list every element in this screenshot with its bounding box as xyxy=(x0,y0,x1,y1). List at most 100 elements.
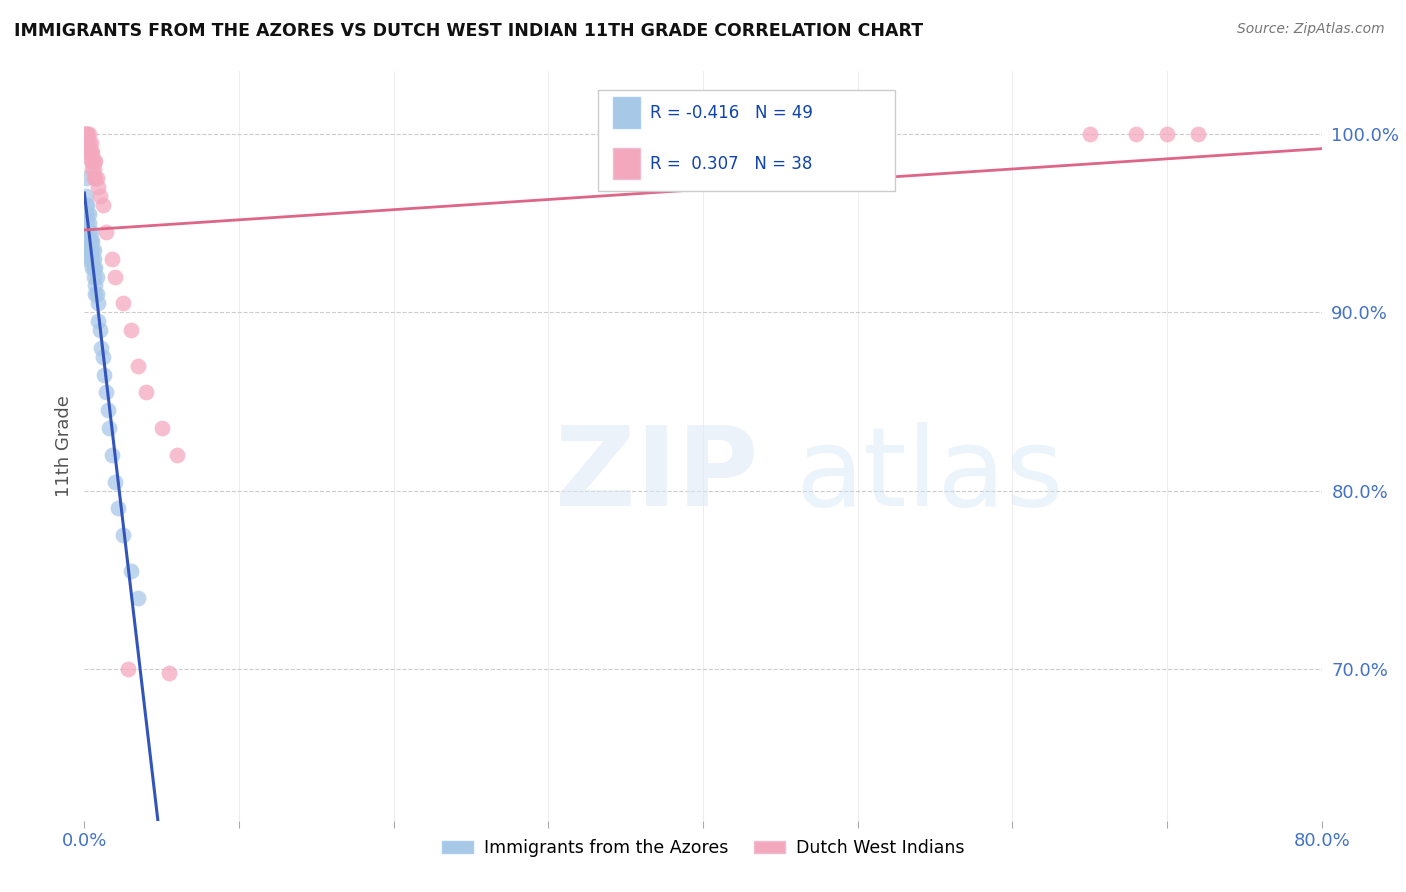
Point xyxy=(82,252,104,266)
Point xyxy=(112,528,135,542)
Point xyxy=(89,323,111,337)
Point xyxy=(1187,127,1209,141)
Point xyxy=(127,359,149,373)
Point xyxy=(86,287,108,301)
Point xyxy=(1125,127,1147,141)
Point xyxy=(77,243,100,257)
Point xyxy=(75,198,97,212)
Point xyxy=(107,501,129,516)
Point xyxy=(77,136,100,150)
Legend: Immigrants from the Azores, Dutch West Indians: Immigrants from the Azores, Dutch West I… xyxy=(434,832,972,864)
Point xyxy=(79,145,101,159)
Point xyxy=(75,127,97,141)
Point xyxy=(101,448,124,462)
Point xyxy=(75,171,97,186)
Point xyxy=(135,385,157,400)
Point xyxy=(76,207,98,221)
Point xyxy=(79,153,101,168)
Point xyxy=(76,136,98,150)
Point xyxy=(84,260,107,275)
Point xyxy=(79,234,101,248)
Bar xyxy=(613,97,640,128)
Y-axis label: 11th Grade: 11th Grade xyxy=(55,395,73,497)
Point xyxy=(1156,127,1178,141)
Point xyxy=(86,269,108,284)
Text: R =  0.307   N = 38: R = 0.307 N = 38 xyxy=(650,154,813,172)
Point xyxy=(76,198,98,212)
Point xyxy=(76,252,98,266)
Point xyxy=(91,350,114,364)
Point xyxy=(84,171,107,186)
Point xyxy=(159,665,180,680)
Point xyxy=(79,252,101,266)
Point xyxy=(84,153,107,168)
Point xyxy=(77,145,100,159)
Text: ZIP: ZIP xyxy=(554,423,758,530)
Point xyxy=(82,234,104,248)
Point xyxy=(76,243,98,257)
Point xyxy=(86,171,108,186)
Point xyxy=(83,162,105,177)
Point xyxy=(112,296,135,310)
Point xyxy=(77,234,100,248)
Point xyxy=(82,243,104,257)
Point xyxy=(94,225,117,239)
Point xyxy=(76,225,98,239)
Point xyxy=(84,287,107,301)
Point xyxy=(77,216,100,230)
Point xyxy=(117,662,139,676)
Point xyxy=(75,189,97,203)
Point xyxy=(83,260,105,275)
Point xyxy=(82,260,104,275)
Point xyxy=(75,127,97,141)
Point xyxy=(87,180,110,194)
Text: IMMIGRANTS FROM THE AZORES VS DUTCH WEST INDIAN 11TH GRADE CORRELATION CHART: IMMIGRANTS FROM THE AZORES VS DUTCH WEST… xyxy=(14,22,924,40)
Point xyxy=(79,136,101,150)
Point xyxy=(76,127,98,141)
Point xyxy=(89,189,111,203)
Point xyxy=(75,136,97,150)
Point xyxy=(77,207,100,221)
Point xyxy=(101,252,124,266)
Point xyxy=(84,278,107,293)
Point xyxy=(77,225,100,239)
Point xyxy=(120,564,142,578)
Point xyxy=(94,385,117,400)
Point xyxy=(83,243,105,257)
Point xyxy=(79,243,101,257)
Point xyxy=(96,403,118,417)
Point xyxy=(77,127,100,141)
Point xyxy=(104,269,127,284)
Point xyxy=(82,153,104,168)
Point xyxy=(104,475,127,489)
Point xyxy=(90,341,112,355)
Text: atlas: atlas xyxy=(796,423,1064,530)
Point xyxy=(1078,127,1101,141)
Point xyxy=(83,153,105,168)
Point xyxy=(83,252,105,266)
Point xyxy=(120,323,142,337)
Point xyxy=(76,234,98,248)
Point xyxy=(83,269,105,284)
Text: R = -0.416   N = 49: R = -0.416 N = 49 xyxy=(650,103,813,121)
Point xyxy=(75,207,97,221)
Point xyxy=(98,421,121,435)
Point xyxy=(82,145,104,159)
Point xyxy=(83,171,105,186)
Point xyxy=(79,225,101,239)
Point xyxy=(82,162,104,177)
Text: Source: ZipAtlas.com: Source: ZipAtlas.com xyxy=(1237,22,1385,37)
Point xyxy=(166,448,188,462)
Bar xyxy=(613,148,640,179)
Point xyxy=(76,127,98,141)
Point xyxy=(127,591,149,605)
Point xyxy=(73,127,96,141)
Point xyxy=(87,314,110,328)
Point xyxy=(93,368,115,382)
Point xyxy=(87,296,110,310)
Point xyxy=(91,198,114,212)
Point xyxy=(150,421,173,435)
Point xyxy=(76,216,98,230)
FancyBboxPatch shape xyxy=(598,90,894,191)
Point xyxy=(76,145,98,159)
